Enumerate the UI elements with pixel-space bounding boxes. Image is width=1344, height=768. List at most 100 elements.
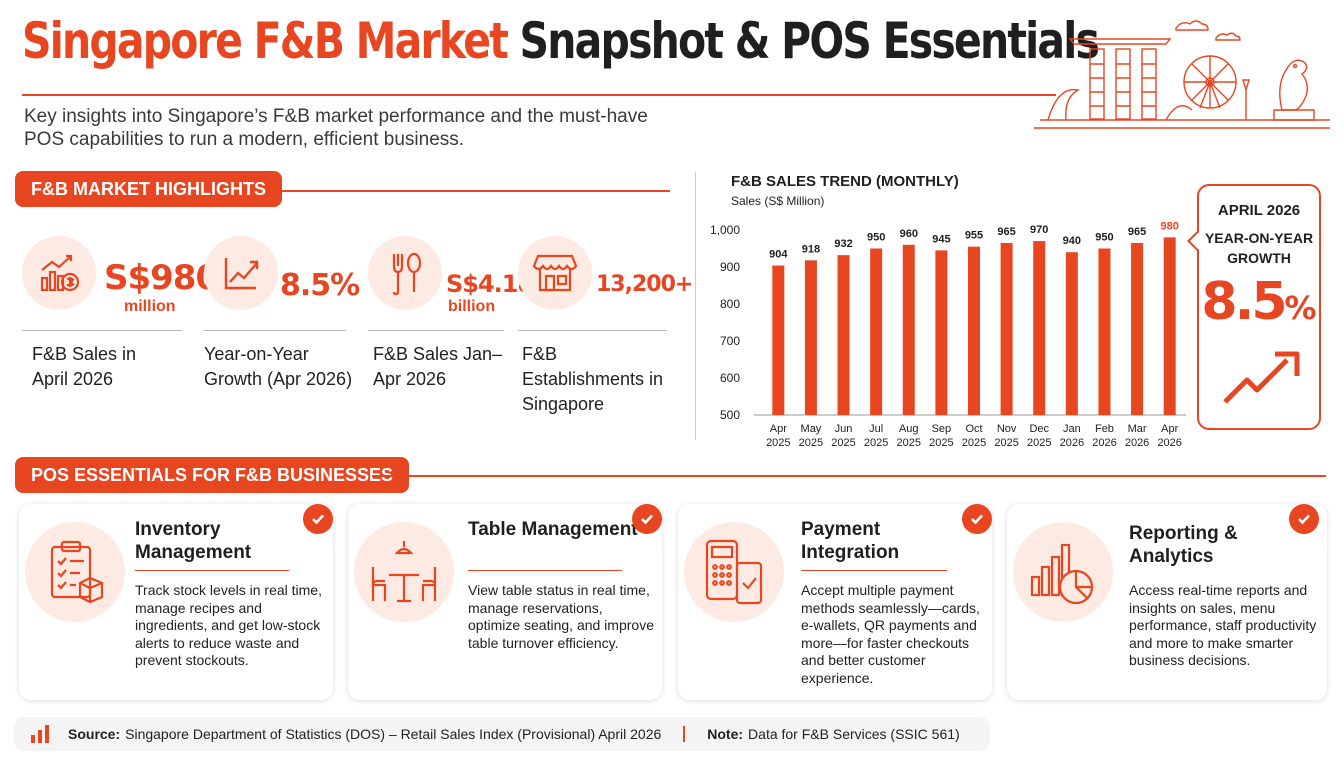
chart-ylabel: Sales (S$ Million) bbox=[731, 194, 825, 208]
x-tick-label-month: Jul bbox=[869, 423, 883, 435]
data-label: 965 bbox=[1128, 226, 1146, 238]
card-title: Reporting & Analytics bbox=[1129, 523, 1238, 567]
callout-value-unit: % bbox=[1284, 289, 1317, 327]
data-label: 965 bbox=[997, 226, 1015, 238]
card-description: Access real-time reports and insights on… bbox=[1129, 582, 1317, 668]
x-tick-label-year: 2026 bbox=[1125, 437, 1149, 449]
highlights-heading-rule bbox=[268, 190, 670, 192]
card-title: Table Management bbox=[468, 519, 638, 540]
clipboard-box-icon bbox=[25, 522, 125, 622]
card-description: View table status in real time, manage r… bbox=[468, 582, 654, 651]
bar bbox=[837, 255, 850, 415]
highlights-heading: F&B MARKET HIGHLIGHTS bbox=[15, 171, 282, 207]
stat-label: Year-on-Year Growth (Apr 2026) bbox=[204, 344, 353, 389]
data-label: 950 bbox=[867, 232, 885, 244]
page-subtitle: Key insights into Singapore’s F&B market… bbox=[24, 106, 648, 150]
card-title: Inventory Management bbox=[135, 519, 252, 563]
sales-trend-chart: 1,000 900 800 700 600 500 904 Apr 2025 918 May 2025… bbox=[710, 220, 1186, 449]
footer-separator bbox=[683, 726, 686, 742]
x-tick-label-month: Jun bbox=[835, 423, 853, 435]
stat-unit: million bbox=[124, 298, 176, 315]
bar bbox=[968, 246, 980, 415]
card-title-rule bbox=[468, 570, 622, 571]
data-label: 945 bbox=[932, 233, 950, 245]
y-tick-label: 1,000 bbox=[710, 223, 740, 237]
growth-arrow-icon bbox=[204, 236, 278, 310]
pos-heading: POS ESSENTIALS FOR F&B BUSINESSES bbox=[15, 457, 410, 493]
chart-title: F&B SALES TREND (MONTHLY) bbox=[731, 173, 959, 190]
x-tick-label-year: 2026 bbox=[1092, 437, 1116, 449]
x-tick-label-year: 2025 bbox=[962, 437, 986, 449]
y-tick-label: 500 bbox=[720, 408, 740, 422]
card-description: Track stock levels in real time, manage … bbox=[135, 582, 322, 668]
source-text: Singapore Department of Statistics (DOS)… bbox=[125, 726, 662, 742]
bar bbox=[1131, 242, 1144, 415]
callout-value-number: 8.5 bbox=[1201, 272, 1287, 332]
x-tick-label-month: Jan bbox=[1063, 423, 1081, 435]
card-title-rule bbox=[135, 570, 289, 571]
bar bbox=[1065, 252, 1078, 415]
callout-date: APRIL 2026 bbox=[1217, 202, 1301, 219]
stat-label: F&B Sales in April 2026 bbox=[32, 344, 137, 389]
y-tick-label: 700 bbox=[720, 334, 740, 348]
x-tick-label-month: Feb bbox=[1095, 423, 1114, 435]
x-tick-label-month: Sep bbox=[932, 423, 952, 435]
x-tick-label-year: 2026 bbox=[1060, 437, 1084, 449]
callout-value: 8.5% bbox=[1199, 272, 1319, 332]
card-payment-integration: Payment Integration Accept multiple paym… bbox=[678, 504, 992, 700]
x-tick-label-month: May bbox=[801, 423, 822, 435]
page-title: Singapore F&B Market Snapshot & POS Esse… bbox=[22, 12, 1100, 70]
bar-chart-icon bbox=[31, 725, 49, 743]
x-tick-label-year: 2026 bbox=[1157, 437, 1181, 449]
bar bbox=[1163, 237, 1176, 415]
source-footer: Source: Singapore Department of Statisti… bbox=[14, 717, 990, 751]
stat-rule bbox=[22, 330, 182, 331]
x-tick-label-year: 2025 bbox=[864, 437, 888, 449]
card-reporting-analytics: Reporting & Analytics Access real-time r… bbox=[1007, 504, 1327, 700]
bar bbox=[870, 248, 883, 415]
y-tick-label: 600 bbox=[720, 371, 740, 385]
source-label: Source: bbox=[68, 726, 121, 742]
check-icon bbox=[632, 504, 662, 534]
stat-rule bbox=[368, 330, 504, 331]
x-tick-label-month: Nov bbox=[997, 423, 1017, 435]
payment-terminal-icon bbox=[684, 522, 784, 622]
stat-rule bbox=[518, 330, 667, 331]
x-tick-label-year: 2025 bbox=[766, 437, 790, 449]
section-divider bbox=[695, 172, 696, 440]
stat-label: F&B Sales Jan–Apr 2026 bbox=[373, 344, 503, 389]
storefront-icon bbox=[518, 236, 592, 310]
singapore-skyline-icon bbox=[1034, 20, 1330, 129]
data-label: 932 bbox=[834, 238, 852, 250]
bar bbox=[935, 250, 948, 415]
analytics-chart-icon bbox=[1013, 522, 1113, 622]
data-label: 960 bbox=[900, 228, 918, 240]
stat-value: 13,200+ bbox=[596, 272, 693, 297]
check-icon bbox=[962, 504, 992, 534]
chart-coin-icon bbox=[22, 236, 96, 310]
data-label: 970 bbox=[1030, 224, 1048, 236]
bar bbox=[1000, 242, 1013, 415]
data-label: 918 bbox=[802, 243, 820, 255]
bar bbox=[804, 260, 817, 415]
stat-value: S$980 bbox=[104, 258, 219, 298]
title-rest: Snapshot & POS Essentials bbox=[519, 12, 1100, 70]
data-label: 940 bbox=[1063, 235, 1081, 247]
stat-label: F&B Establishments in Singapore bbox=[522, 344, 664, 414]
title-accent: Singapore F&B Market bbox=[22, 12, 509, 70]
fork-spoon-icon bbox=[368, 236, 442, 310]
x-tick-label-month: Mar bbox=[1128, 423, 1147, 435]
bar bbox=[902, 244, 915, 415]
title-underline bbox=[22, 94, 1056, 96]
x-tick-label-year: 2025 bbox=[831, 437, 855, 449]
data-label: 980 bbox=[1161, 220, 1179, 232]
card-inventory-management: Inventory Management Track stock levels … bbox=[19, 504, 333, 700]
callout-label: YEAR-ON-YEAR GROWTH bbox=[1204, 230, 1314, 266]
x-tick-label-year: 2025 bbox=[1027, 437, 1051, 449]
data-label: 950 bbox=[1095, 232, 1113, 244]
card-title: Payment Integration bbox=[801, 519, 900, 563]
check-icon bbox=[303, 504, 333, 534]
stat-unit: billion bbox=[448, 298, 496, 315]
note-text: Data for F&B Services (SSIC 561) bbox=[748, 726, 960, 742]
note-label: Note: bbox=[707, 726, 744, 742]
